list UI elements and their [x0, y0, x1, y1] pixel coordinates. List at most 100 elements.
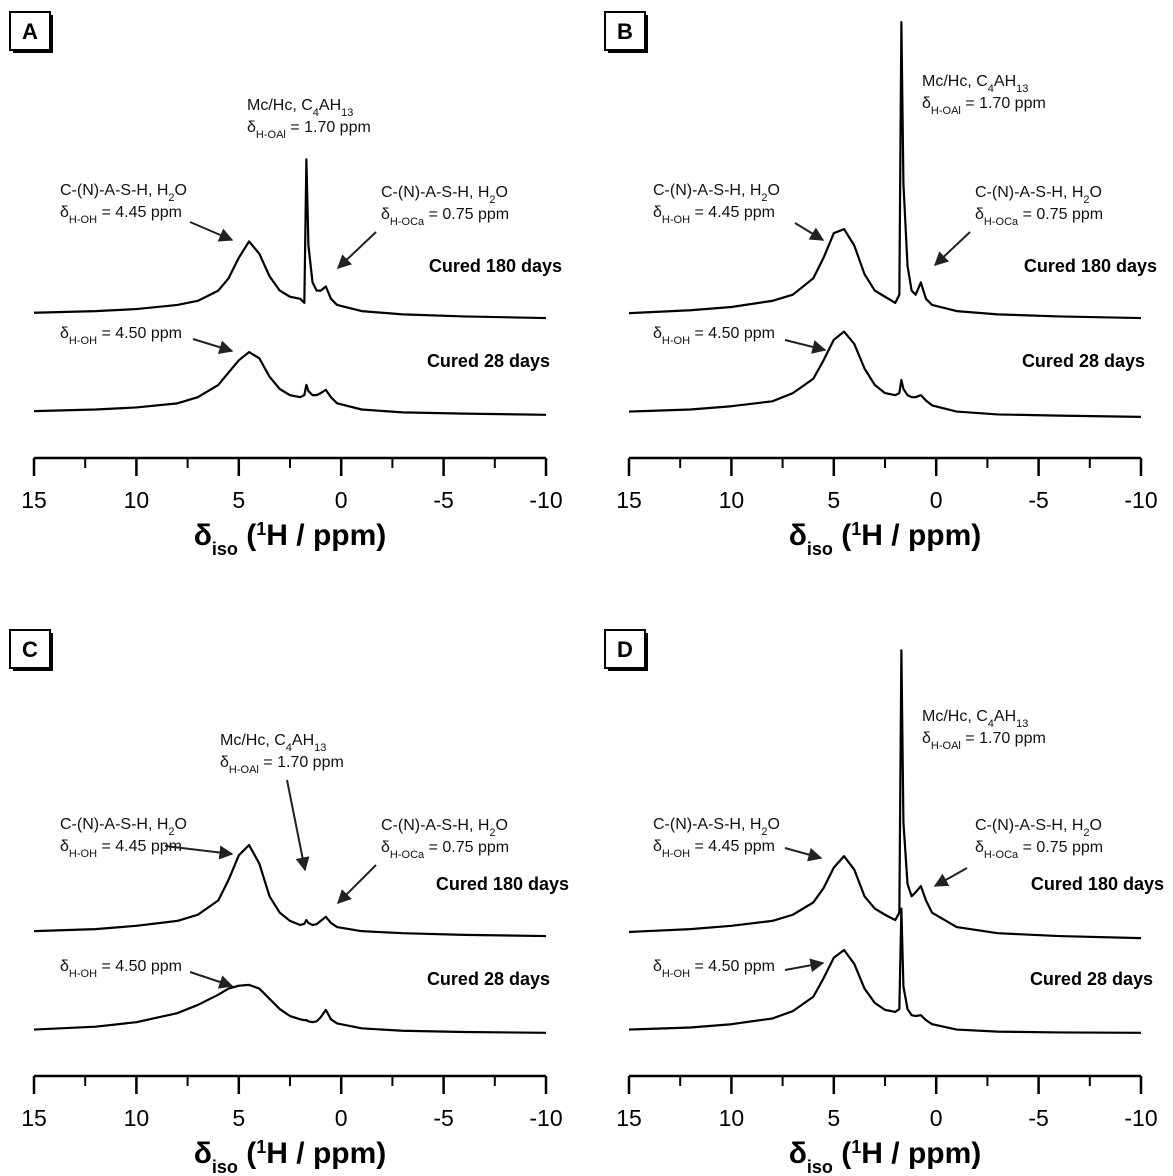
- subscript: H-OAl: [256, 129, 286, 141]
- panel-label: B: [617, 19, 633, 44]
- subscript: H-OAl: [229, 764, 259, 776]
- panel-label: D: [617, 637, 633, 662]
- x-tick-label: -5: [1028, 1105, 1048, 1131]
- text-part: C-(N)-A-S-H, H: [653, 182, 761, 199]
- annotation: δH-OH = 4.50 ppm: [653, 958, 775, 980]
- subscript: H-OAl: [931, 105, 961, 117]
- text-part: C-(N)-A-S-H, H: [60, 182, 168, 199]
- annotation: C-(N)-A-S-H, H2O: [60, 182, 187, 204]
- x-tick-label: 10: [719, 487, 745, 513]
- text-part: δ: [653, 204, 662, 221]
- subscript: 2: [489, 194, 495, 206]
- text-part: δ: [653, 325, 662, 342]
- x-tick-label: 5: [827, 487, 840, 513]
- text-part: = 4.45 ppm: [97, 838, 182, 855]
- annotation-arrow: [336, 231, 377, 269]
- x-tick-label: 10: [719, 1105, 745, 1131]
- series-label: Cured 28 days: [427, 969, 550, 989]
- text-part: = 4.45 ppm: [690, 204, 775, 221]
- text-part: δ: [247, 119, 256, 136]
- text-part: = 0.75 ppm: [1018, 839, 1103, 856]
- text-part: O: [768, 182, 780, 199]
- subscript: 2: [761, 192, 767, 204]
- text-part: δ: [975, 839, 984, 856]
- text-part: = 4.50 ppm: [97, 325, 182, 342]
- x-tick-label: 10: [124, 1105, 150, 1131]
- text-part: Mc/Hc, C: [922, 708, 988, 725]
- text-part: = 1.70 ppm: [286, 119, 371, 136]
- annotation: Mc/Hc, C4AH13: [922, 73, 1028, 95]
- text-part: O: [175, 816, 187, 833]
- annotation: Mc/Hc, C4AH13: [220, 732, 326, 754]
- subscript: H-OH: [69, 335, 97, 347]
- text-part: δ: [194, 1137, 212, 1170]
- panel-label: A: [22, 19, 38, 44]
- annotation: C-(N)-A-S-H, H2O: [381, 817, 508, 839]
- subscript: 13: [314, 742, 326, 754]
- annotation: δH-OH = 4.50 ppm: [60, 325, 182, 347]
- annotation: δH-OH = 4.50 ppm: [60, 958, 182, 980]
- text-part: H / ppm): [266, 1137, 386, 1170]
- label-box: [9, 11, 51, 51]
- text-part: Mc/Hc, C: [922, 73, 988, 90]
- x-tick-label: 0: [930, 487, 943, 513]
- text-part: O: [496, 184, 508, 201]
- subscript: iso: [212, 539, 238, 559]
- subscript: 2: [168, 192, 174, 204]
- text-part: = 4.50 ppm: [690, 325, 775, 342]
- subscript: H-OCa: [984, 216, 1019, 228]
- subscript: H-OCa: [390, 216, 425, 228]
- annotation: C-(N)-A-S-H, H2O: [653, 182, 780, 204]
- text-part: = 4.50 ppm: [97, 958, 182, 975]
- annotation: δH-OCa = 0.75 ppm: [381, 839, 509, 861]
- x-tick-label: -5: [433, 487, 453, 513]
- spectrum-line: [33, 843, 547, 938]
- x-tick-label: 5: [232, 487, 245, 513]
- x-tick-label: -10: [1124, 487, 1157, 513]
- annotation-arrow: [794, 222, 825, 241]
- spectrum-line: [33, 351, 547, 416]
- annotation: δH-OH = 4.45 ppm: [653, 204, 775, 226]
- text-part: O: [768, 816, 780, 833]
- x-tick-label: -10: [529, 1105, 562, 1131]
- series-label: Cured 28 days: [427, 351, 550, 371]
- annotation: C-(N)-A-S-H, H2O: [653, 816, 780, 838]
- text-part: C-(N)-A-S-H, H: [975, 184, 1083, 201]
- text-part: H / ppm): [861, 1137, 981, 1170]
- text-part: = 0.75 ppm: [1018, 206, 1103, 223]
- annotation: Mc/Hc, C4AH13: [247, 97, 353, 119]
- subscript: H-OH: [69, 848, 97, 860]
- x-axis-label: δiso (1H / ppm): [789, 519, 982, 559]
- subscript: 4: [988, 83, 994, 95]
- annotation-arrow: [933, 867, 968, 887]
- spectrum-line: [628, 907, 1142, 1034]
- label-box: [604, 629, 646, 669]
- annotation: δH-OAl = 1.70 ppm: [247, 119, 371, 141]
- text-part: δ: [922, 730, 931, 747]
- annotation: C-(N)-A-S-H, H2O: [60, 816, 187, 838]
- text-part: = 4.45 ppm: [690, 838, 775, 855]
- text-part: O: [496, 817, 508, 834]
- subscript: 13: [1016, 718, 1028, 730]
- text-part: AH: [292, 732, 314, 749]
- annotation: δH-OAl = 1.70 ppm: [220, 754, 344, 776]
- text-part: δ: [60, 838, 69, 855]
- annotation: δH-OH = 4.50 ppm: [653, 325, 775, 347]
- text-part: δ: [60, 958, 69, 975]
- x-tick-label: -5: [433, 1105, 453, 1131]
- supscript: 1: [256, 1137, 266, 1157]
- text-part: C-(N)-A-S-H, H: [60, 816, 168, 833]
- text-part: δ: [381, 839, 390, 856]
- annotation: δH-OH = 4.45 ppm: [653, 838, 775, 860]
- x-tick-label: -5: [1028, 487, 1048, 513]
- label-box: [604, 11, 646, 51]
- text-part: δ: [220, 754, 229, 771]
- text-part: O: [1090, 817, 1102, 834]
- subscript: 2: [1083, 827, 1089, 839]
- x-tick-label: -10: [529, 487, 562, 513]
- series-label: Cured 28 days: [1022, 351, 1145, 371]
